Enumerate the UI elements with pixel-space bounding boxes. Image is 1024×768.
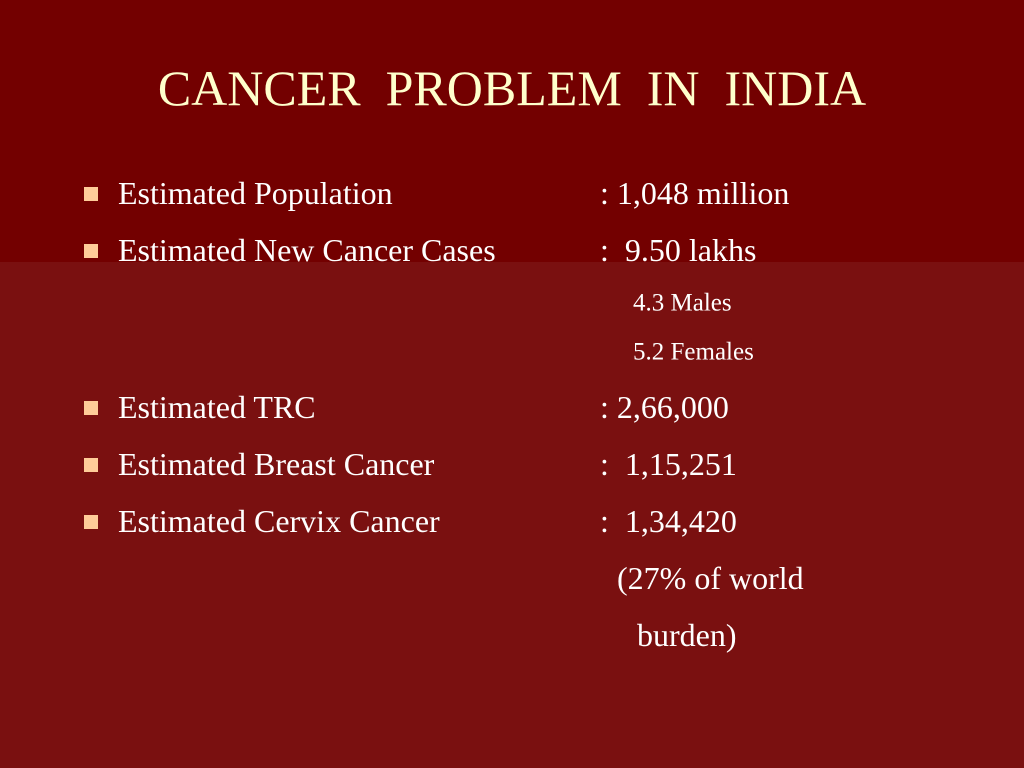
item-note: (27% of world <box>617 560 804 596</box>
item-label: Estimated TRC <box>118 389 316 425</box>
bullet <box>84 515 98 529</box>
bullet <box>84 401 98 415</box>
item-label: Estimated Cervix Cancer <box>118 503 440 539</box>
item-note: 5.2 Females <box>633 338 754 366</box>
item-label: Estimated Breast Cancer <box>118 446 435 482</box>
background-band <box>0 0 1024 262</box>
item-note: burden) <box>637 617 737 653</box>
item-value: : 9.50 lakhs <box>600 232 757 268</box>
title: CANCER PROBLEM IN INDIA <box>157 60 867 116</box>
item-value: : 1,048 million <box>600 175 790 211</box>
bullet <box>84 244 98 258</box>
item-value: : 1,15,251 <box>600 446 737 482</box>
item-note: 4.3 Males <box>633 289 732 317</box>
bullet <box>84 458 98 472</box>
item-value: : 1,34,420 <box>600 503 737 539</box>
item-value: : 2,66,000 <box>600 389 729 425</box>
item-label: Estimated Population <box>118 175 393 211</box>
bullet <box>84 187 98 201</box>
item-label: Estimated New Cancer Cases <box>118 232 496 268</box>
